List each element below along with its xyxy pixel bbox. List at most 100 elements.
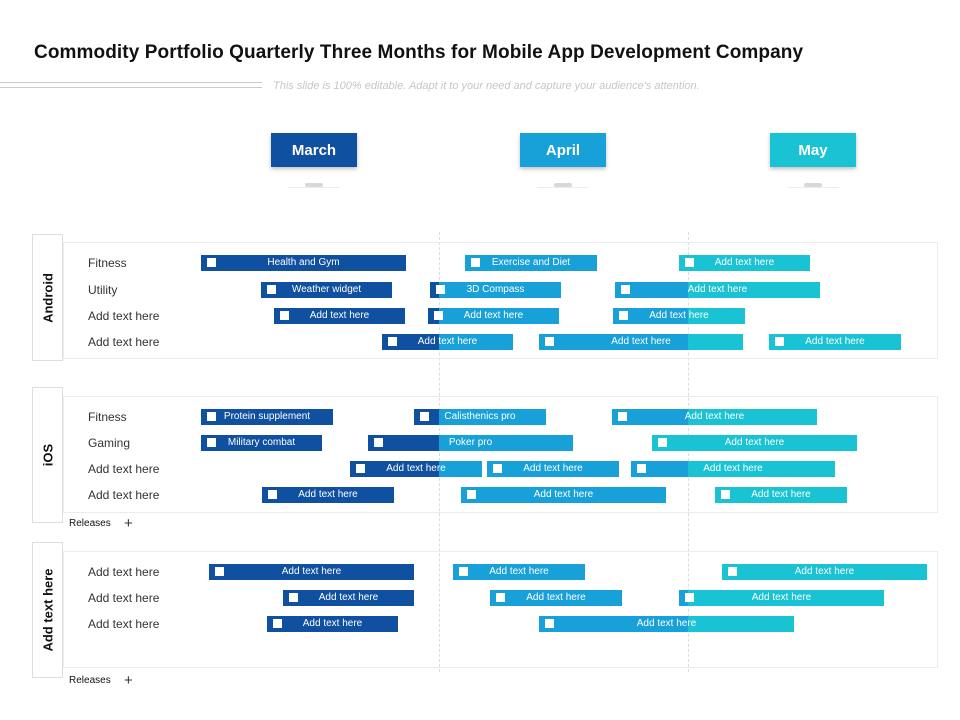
timeline-bar[interactable]: Add text here (679, 590, 884, 606)
timeline-bar[interactable]: Weather widget (261, 282, 392, 298)
bar-label: Add text here (386, 463, 446, 474)
row-label: Add text here (88, 591, 160, 605)
bar-checkbox-icon (207, 438, 216, 447)
timeline-bar[interactable]: Add text here (613, 308, 745, 324)
timeline-bar[interactable]: Calisthenics pro (414, 409, 546, 425)
releases-label: Releases (69, 675, 111, 686)
timeline-bar[interactable]: Add text here (283, 590, 414, 606)
timeline-bar[interactable]: Add text here (631, 461, 835, 477)
timeline-bar[interactable]: Exercise and Diet (465, 255, 597, 271)
bar-checkbox-icon (685, 593, 694, 602)
timeline-bar[interactable]: Add text here (715, 487, 847, 503)
timeline-bar[interactable]: Add text here (274, 308, 405, 324)
month-divider-line (688, 232, 689, 672)
timeline-bar[interactable]: Protein supplement (201, 409, 333, 425)
month-header-march: March (271, 133, 357, 167)
bar-label: Add text here (751, 489, 811, 500)
timeline-bar[interactable]: Poker pro (368, 435, 573, 451)
bar-checkbox-icon (273, 619, 282, 628)
bar-label: Calisthenics pro (444, 411, 516, 422)
bar-label: Add text here (687, 284, 748, 295)
bar-checkbox-icon (420, 412, 429, 421)
bar-checkbox-icon (467, 490, 476, 499)
timeline-bar[interactable]: Add text here (487, 461, 619, 477)
row-label: Gaming (88, 436, 131, 450)
bar-label: Add text here (714, 257, 775, 268)
bar-label: Add text here (523, 463, 583, 474)
title-divider (0, 82, 262, 88)
timeline-bar[interactable]: Add text here (382, 334, 513, 350)
timeline-bar[interactable]: Add text here (262, 487, 394, 503)
bar-label: Add text here (417, 336, 478, 347)
timeline-bar[interactable]: Add text here (679, 255, 810, 271)
timeline-bar[interactable]: Add text here (539, 616, 794, 632)
bar-checkbox-icon (356, 464, 365, 473)
timeline-bar[interactable]: Add text here (615, 282, 820, 298)
timeline-bar[interactable]: Add text here (209, 564, 414, 580)
timeline-bar[interactable]: Health and Gym (201, 255, 406, 271)
bar-label: Exercise and Diet (491, 257, 571, 268)
month-connector (537, 183, 589, 189)
bar-label: Add text here (302, 618, 363, 629)
timeline-bar[interactable]: Add text here (461, 487, 666, 503)
bar-label: Add text here (724, 437, 785, 448)
bar-checkbox-icon (496, 593, 505, 602)
bar-label: Add text here (794, 566, 855, 577)
bar-checkbox-icon (637, 464, 646, 473)
bar-checkbox-icon (207, 412, 216, 421)
bar-label: Add text here (298, 489, 358, 500)
bar-checkbox-icon (434, 311, 443, 320)
group-frame (63, 551, 938, 668)
group-label-ios: iOS (32, 387, 63, 523)
group-frame (63, 396, 938, 513)
bar-checkbox-icon (471, 258, 480, 267)
timeline-bar[interactable]: Add text here (612, 409, 817, 425)
bar-checkbox-icon (267, 285, 276, 294)
bar-checkbox-icon (658, 438, 667, 447)
timeline-bar[interactable]: Add text here (539, 334, 743, 350)
bar-checkbox-icon (436, 285, 445, 294)
bar-checkbox-icon (775, 337, 784, 346)
group-label-text: Add text here (40, 568, 55, 652)
plus-icon[interactable]: + (124, 515, 133, 532)
bar-checkbox-icon (728, 567, 737, 576)
group-label-android: Android (32, 234, 63, 361)
group-label-text: Android (40, 272, 55, 323)
row-label: Utility (88, 283, 118, 297)
timeline-bar[interactable]: 3D Compass (430, 282, 561, 298)
timeline-bar[interactable]: Add text here (652, 435, 857, 451)
row-label: Add text here (88, 617, 160, 631)
timeline-bar[interactable]: Add text here (267, 616, 398, 632)
row-label: Add text here (88, 335, 160, 349)
plus-icon[interactable]: + (124, 672, 133, 689)
month-header-may: May (770, 133, 856, 167)
releases-label: Releases (69, 518, 111, 529)
bar-label: 3D Compass (466, 284, 525, 295)
bar-label: Add text here (751, 592, 812, 603)
bar-label: Add text here (526, 592, 586, 603)
bar-checkbox-icon (545, 619, 554, 628)
month-connector (787, 183, 839, 189)
timeline-bar[interactable]: Add text here (428, 308, 559, 324)
timeline-bar[interactable]: Add text here (453, 564, 585, 580)
timeline-bar[interactable]: Add text here (490, 590, 622, 606)
row-label: Fitness (88, 410, 127, 424)
timeline-bar[interactable]: Add text here (769, 334, 901, 350)
row-label: Add text here (88, 309, 160, 323)
bar-label: Weather widget (291, 284, 362, 295)
subtitle: This slide is 100% editable. Adapt it to… (273, 80, 700, 92)
row-label: Add text here (88, 462, 160, 476)
bar-checkbox-icon (207, 258, 216, 267)
group-frame (63, 242, 938, 359)
timeline-bar[interactable]: Add text here (722, 564, 927, 580)
timeline-bar[interactable]: Military combat (201, 435, 322, 451)
bar-label: Protein supplement (223, 411, 311, 422)
bar-label: Add text here (489, 566, 549, 577)
bar-checkbox-icon (545, 337, 554, 346)
bar-label: Add text here (684, 411, 745, 422)
timeline-bar[interactable]: Add text here (350, 461, 482, 477)
bar-label: Add text here (805, 336, 865, 347)
month-connector (288, 183, 340, 189)
bar-checkbox-icon (493, 464, 502, 473)
bar-label: Add text here (703, 463, 763, 474)
